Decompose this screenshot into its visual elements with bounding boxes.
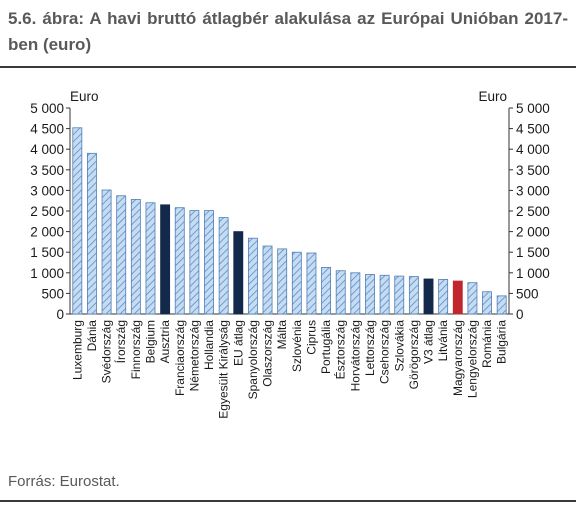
category-label: Lengyelország — [465, 320, 479, 398]
category-label: Horvátország — [348, 320, 362, 391]
bar-németország — [189, 210, 200, 315]
bar-görögország — [408, 276, 419, 315]
bar-belgium — [145, 202, 156, 315]
bar-chart: 0 0 500 500 1 000 1 000 1 500 1 500 2 000 2 000 2 … — [30, 89, 550, 419]
category-label: Belgium — [143, 320, 157, 363]
category-label: Dánia — [85, 320, 99, 352]
bar-lengyelország — [467, 282, 478, 315]
category-label: Luxemburg — [70, 320, 84, 380]
y-tick-label-left: 4 500 — [30, 122, 64, 137]
bar-dánia — [87, 152, 97, 315]
bar-eu-átlag — [233, 231, 244, 315]
bar-magyarország — [452, 280, 463, 315]
y-tick-label-left: 2 000 — [30, 225, 64, 240]
y-tick-label-left: 1 000 — [30, 266, 64, 281]
category-label: Románia — [480, 320, 494, 368]
category-label: Spanyolország — [246, 320, 260, 399]
bar-hollandia — [204, 210, 214, 315]
bar-ausztria — [160, 204, 171, 315]
y-tick-label-right: 500 — [516, 286, 539, 301]
category-label: Franciaország — [173, 320, 187, 396]
category-labels-group: Luxemburg Dánia Svédország Írország Finnorsz… — [70, 320, 508, 419]
category-label: V3 átlag — [422, 320, 436, 364]
category-label: Magyarország — [451, 320, 465, 396]
category-label: Litvánia — [436, 320, 450, 362]
y-tick-label-right: 3 000 — [516, 183, 550, 198]
category-label: Észtország — [333, 320, 348, 379]
bar-v3-átlag — [423, 278, 434, 315]
bottom-divider — [0, 500, 576, 502]
bar-olaszország — [262, 245, 273, 315]
bars-group — [72, 127, 507, 315]
category-label: Finnország — [129, 320, 143, 379]
y-tick-label-right: 1 000 — [516, 266, 550, 281]
bar-észtország — [335, 270, 346, 315]
bar-románia — [482, 291, 492, 315]
bar-litvánia — [438, 278, 449, 315]
y-tick-label-right: 3 500 — [516, 163, 550, 178]
category-label: Portugália — [319, 320, 333, 374]
category-label: Egyesült Királyság — [217, 320, 231, 419]
category-label: Olaszország — [261, 320, 275, 387]
y-tick-label-right: 4 000 — [516, 142, 550, 157]
category-label: Hollandia — [202, 320, 216, 370]
category-label: Csehország — [378, 320, 392, 384]
bar-bulgária — [496, 295, 507, 315]
category-label: Lettország — [363, 320, 377, 376]
bar-csehország — [379, 274, 390, 315]
bar-franciaország — [174, 207, 185, 315]
y-tick-label-left: 1 500 — [30, 245, 64, 260]
category-label: EU átlag — [231, 320, 245, 366]
bar-málta — [277, 248, 288, 315]
y-axis-unit-right: Euro — [478, 89, 507, 104]
category-label: Szlovákia — [392, 320, 406, 372]
category-label: Írország — [113, 320, 128, 363]
y-tick-label-left: 3 500 — [30, 163, 64, 178]
figure-title: 5.6. ábra: A havi bruttó átlagbér alakul… — [8, 9, 568, 54]
y-tick-label-right: 2 500 — [516, 204, 550, 219]
bar-egyesült-királyság — [218, 217, 229, 315]
y-tick-label-left: 2 500 — [30, 204, 64, 219]
y-tick-label-left: 4 000 — [30, 142, 64, 157]
category-label: Németország — [187, 320, 201, 391]
bar-spanyolország — [247, 237, 258, 315]
y-tick-label-right: 2 000 — [516, 225, 550, 240]
bar-finnország — [130, 199, 141, 315]
y-tick-label-right: 1 500 — [516, 245, 550, 260]
y-tick-label-right: 5 000 — [516, 101, 550, 116]
y-tick-label-right: 4 500 — [516, 122, 550, 137]
category-label: Svédország — [100, 320, 114, 383]
category-label: Ciprus — [304, 320, 318, 355]
category-label: Málta — [275, 320, 289, 350]
y-tick-label-left: 3 000 — [30, 183, 64, 198]
top-divider — [0, 66, 576, 68]
bar-szlovénia — [291, 251, 302, 315]
y-tick-label-left: 0 — [56, 307, 64, 322]
y-axis-unit-left: Euro — [70, 89, 99, 104]
bar-szlovákia — [394, 275, 405, 315]
y-tick-label-left: 500 — [41, 286, 64, 301]
category-label: Bulgária — [495, 320, 509, 364]
category-label: Ausztria — [158, 320, 172, 364]
bar-portugália — [321, 267, 332, 315]
bar-írország — [116, 195, 127, 315]
source-note: Forrás: Eurostat. — [8, 473, 120, 490]
bar-luxemburg — [72, 127, 83, 315]
y-tick-label-left: 5 000 — [30, 101, 64, 116]
bar-svédország — [101, 189, 112, 315]
axes-group: 0 0 500 500 1 000 1 000 1 500 1 500 2 000 2 000 2 … — [30, 101, 550, 322]
category-label: Szlovénia — [290, 320, 304, 372]
bar-horvátország — [350, 272, 361, 315]
bar-lettország — [365, 274, 375, 315]
bar-ciprus — [306, 252, 317, 315]
category-label: Görögország — [407, 320, 421, 389]
y-tick-label-right: 0 — [516, 307, 524, 322]
